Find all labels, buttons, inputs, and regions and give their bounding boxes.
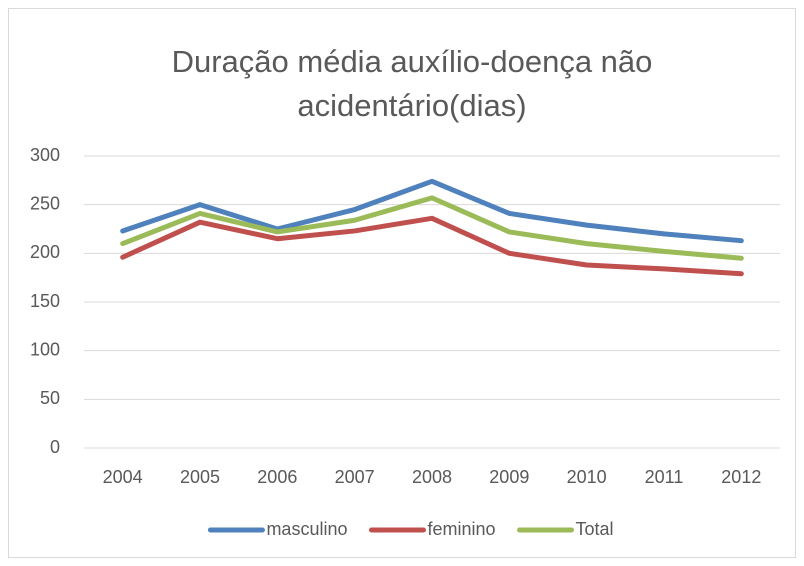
y-tick-label: 200 (30, 242, 60, 262)
y-tick-label: 300 (30, 145, 60, 165)
series-line (120, 178, 744, 244)
series-line (120, 195, 744, 261)
chart-title: Duração média auxílio-doença não acident… (171, 44, 653, 123)
legend-label: Total (576, 519, 614, 539)
chart-frame (8, 8, 796, 558)
y-tick-label: 50 (40, 388, 60, 408)
x-tick-label: 2005 (180, 467, 220, 487)
x-tick-label: 2007 (335, 467, 375, 487)
y-tick-label: 250 (30, 193, 60, 213)
x-tick-label: 2006 (257, 467, 297, 487)
y-tick-label: 150 (30, 291, 60, 311)
x-tick-label: 2010 (567, 467, 607, 487)
x-tick-label: 2009 (489, 467, 529, 487)
x-tick-label: 2011 (645, 467, 684, 487)
legend-label: feminino (427, 519, 495, 539)
series-line (120, 215, 744, 277)
y-tick-label: 100 (30, 339, 60, 359)
x-tick-label: 2004 (103, 467, 143, 487)
y-tick-label: 0 (50, 437, 60, 457)
legend-label: masculino (266, 519, 347, 539)
x-tick-label: 2012 (721, 467, 761, 487)
x-tick-label: 2008 (412, 467, 452, 487)
